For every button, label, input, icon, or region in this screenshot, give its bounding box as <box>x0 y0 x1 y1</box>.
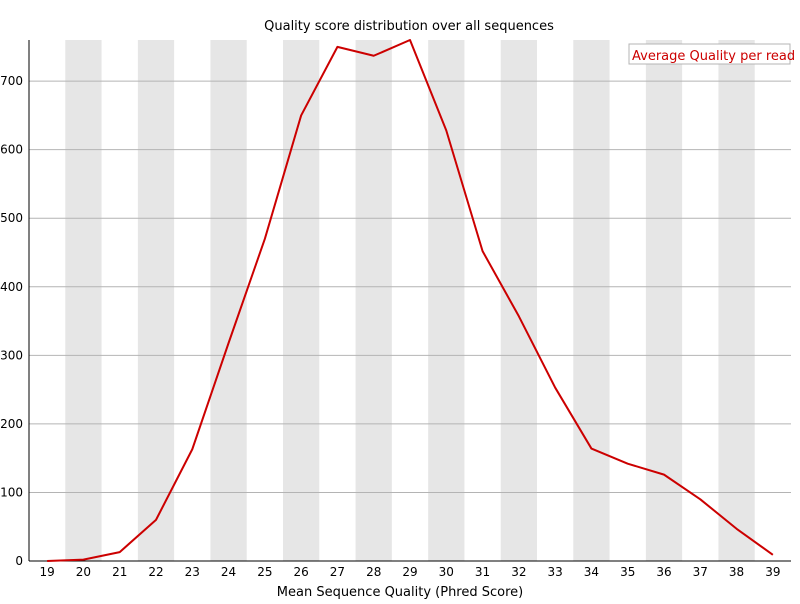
x-tick-label-26: 26 <box>294 565 309 579</box>
background-stripes <box>65 40 755 561</box>
chart-title: Quality score distribution over all sequ… <box>264 19 554 34</box>
x-tick-label-21: 21 <box>112 565 127 579</box>
x-tick-labels: 19 20 21 22 23 24 25 26 27 28 29 30 31 32 33 34 35 36 37 38… <box>40 565 781 579</box>
x-axis-title: Mean Sequence Quality (Phred Score) <box>277 585 523 600</box>
x-tick-label-31: 31 <box>475 565 490 579</box>
x-tick-label-24: 24 <box>221 565 236 579</box>
stripe-22 <box>137 40 175 561</box>
x-tick-label-25: 25 <box>257 565 272 579</box>
x-tick-label-37: 37 <box>693 565 708 579</box>
legend: Average Quality per read <box>628 43 795 65</box>
legend-label-average-quality: Average Quality per read <box>632 49 795 64</box>
stripe-38 <box>718 40 755 561</box>
series-layer <box>47 39 774 562</box>
legend-box <box>628 43 791 65</box>
stripe-30 <box>428 40 465 561</box>
x-tick-label-29: 29 <box>402 565 417 579</box>
x-tick-label-27: 27 <box>330 565 345 579</box>
axes <box>28 40 791 562</box>
horizontal-gridlines <box>29 80 791 493</box>
x-tick-label-36: 36 <box>656 565 671 579</box>
x-tick-label-28: 28 <box>366 565 381 579</box>
x-tick-label-32: 32 <box>511 565 526 579</box>
y-tick-label-0: 0 <box>15 554 23 568</box>
y-tick-label-700: 700 <box>0 74 23 88</box>
stripe-34 <box>573 40 610 561</box>
x-tick-label-35: 35 <box>620 565 635 579</box>
stripe-20 <box>65 40 102 561</box>
x-tick-label-39: 39 <box>765 565 780 579</box>
x-tick-label-20: 20 <box>76 565 91 579</box>
series-line-0 <box>47 39 774 562</box>
x-tick-label-30: 30 <box>439 565 454 579</box>
x-tick-label-19: 19 <box>40 565 55 579</box>
y-tick-label-100: 100 <box>0 485 23 499</box>
y-tick-label-400: 400 <box>0 280 23 294</box>
stripe-32 <box>500 40 537 561</box>
x-tick-label-34: 34 <box>584 565 599 579</box>
stripe-24 <box>210 40 247 561</box>
x-tick-label-22: 22 <box>148 565 163 579</box>
y-tick-label-200: 200 <box>0 417 23 431</box>
y-tick-labels: 0 100 200 300 400 500 600 700 <box>0 74 23 568</box>
y-tick-label-600: 600 <box>0 143 23 157</box>
x-tick-label-33: 33 <box>548 565 563 579</box>
y-tick-label-500: 500 <box>0 211 23 225</box>
y-tick-label-300: 300 <box>0 348 23 362</box>
x-tick-label-38: 38 <box>729 565 744 579</box>
x-tick-label-23: 23 <box>185 565 200 579</box>
stripe-26 <box>283 40 320 561</box>
stripe-28 <box>355 40 392 561</box>
